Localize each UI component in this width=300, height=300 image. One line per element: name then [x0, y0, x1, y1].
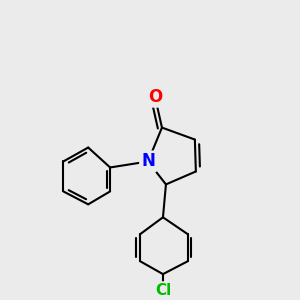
Text: O: O	[148, 88, 162, 106]
Text: Cl: Cl	[155, 283, 171, 298]
Text: N: N	[141, 152, 155, 170]
